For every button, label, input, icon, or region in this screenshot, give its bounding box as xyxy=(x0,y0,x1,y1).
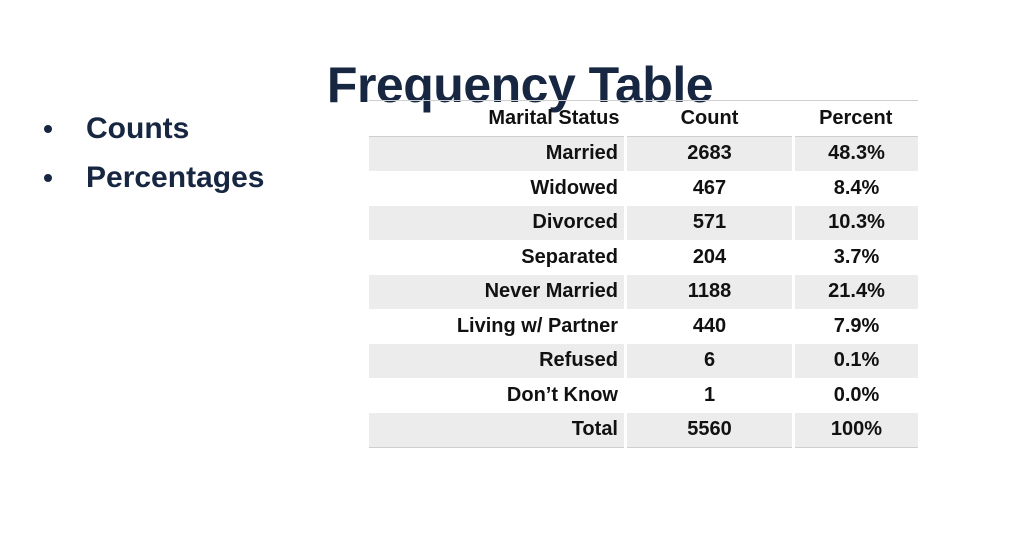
column-header-percent: Percent xyxy=(793,100,918,137)
row-percent: 7.9% xyxy=(792,309,918,344)
row-label: Divorced xyxy=(369,205,626,240)
row-count: 467 xyxy=(624,171,794,206)
row-label: Widowed xyxy=(530,176,618,199)
row-percent: 8.4% xyxy=(792,171,918,206)
row-label: Never Married xyxy=(369,274,626,309)
row-percent: 48.3% xyxy=(792,136,918,171)
row-percent: 21.4% xyxy=(792,274,918,309)
table-row: Never Married 1188 21.4% xyxy=(369,274,918,309)
row-label: Refused xyxy=(369,343,626,378)
column-header-count: Count xyxy=(625,100,794,137)
table-row: Refused 6 0.1% xyxy=(369,343,918,378)
row-count: 6 xyxy=(624,343,794,378)
bullet-list: Counts Percentages xyxy=(44,104,264,202)
row-percent: 3.7% xyxy=(792,240,918,275)
row-percent: 0.0% xyxy=(792,378,918,413)
table-row: Divorced 571 10.3% xyxy=(369,205,918,240)
table-row: Married 2683 48.3% xyxy=(369,136,918,171)
table-row: Separated 204 3.7% xyxy=(369,240,918,275)
bullet-dot-icon xyxy=(44,125,52,133)
bullet-dot-icon xyxy=(44,174,52,182)
table-row-total: Total 5560 100% xyxy=(369,412,918,448)
row-count: 5560 xyxy=(624,412,794,448)
row-count: 440 xyxy=(624,309,794,344)
row-label: Married xyxy=(369,136,626,171)
table-row: Widowed 467 8.4% xyxy=(369,171,918,206)
row-count: 204 xyxy=(624,240,794,275)
table-header-row: Marital Status Count Percent xyxy=(369,100,918,137)
row-count: 571 xyxy=(624,205,794,240)
row-label: Living w/ Partner xyxy=(456,314,618,337)
frequency-table: Marital Status Count Percent Married 268… xyxy=(369,100,918,448)
row-percent: 0.1% xyxy=(792,343,918,378)
bullet-text: Counts xyxy=(86,112,190,145)
row-percent: 10.3% xyxy=(792,205,918,240)
row-label: Total xyxy=(369,412,626,448)
row-percent: 100% xyxy=(792,412,918,448)
bullet-text: Percentages xyxy=(86,161,265,194)
bullet-item: Percentages xyxy=(44,153,264,202)
column-header-marital-status: Marital Status xyxy=(369,100,626,137)
row-label: Separated xyxy=(521,245,618,268)
row-count: 1188 xyxy=(624,274,794,309)
row-label: Don’t Know xyxy=(506,383,618,406)
bullet-item: Counts xyxy=(44,104,264,153)
row-count: 1 xyxy=(624,378,794,413)
row-count: 2683 xyxy=(624,136,794,171)
table-row: Living w/ Partner 440 7.9% xyxy=(369,309,918,344)
table-row: Don’t Know 1 0.0% xyxy=(369,378,918,413)
